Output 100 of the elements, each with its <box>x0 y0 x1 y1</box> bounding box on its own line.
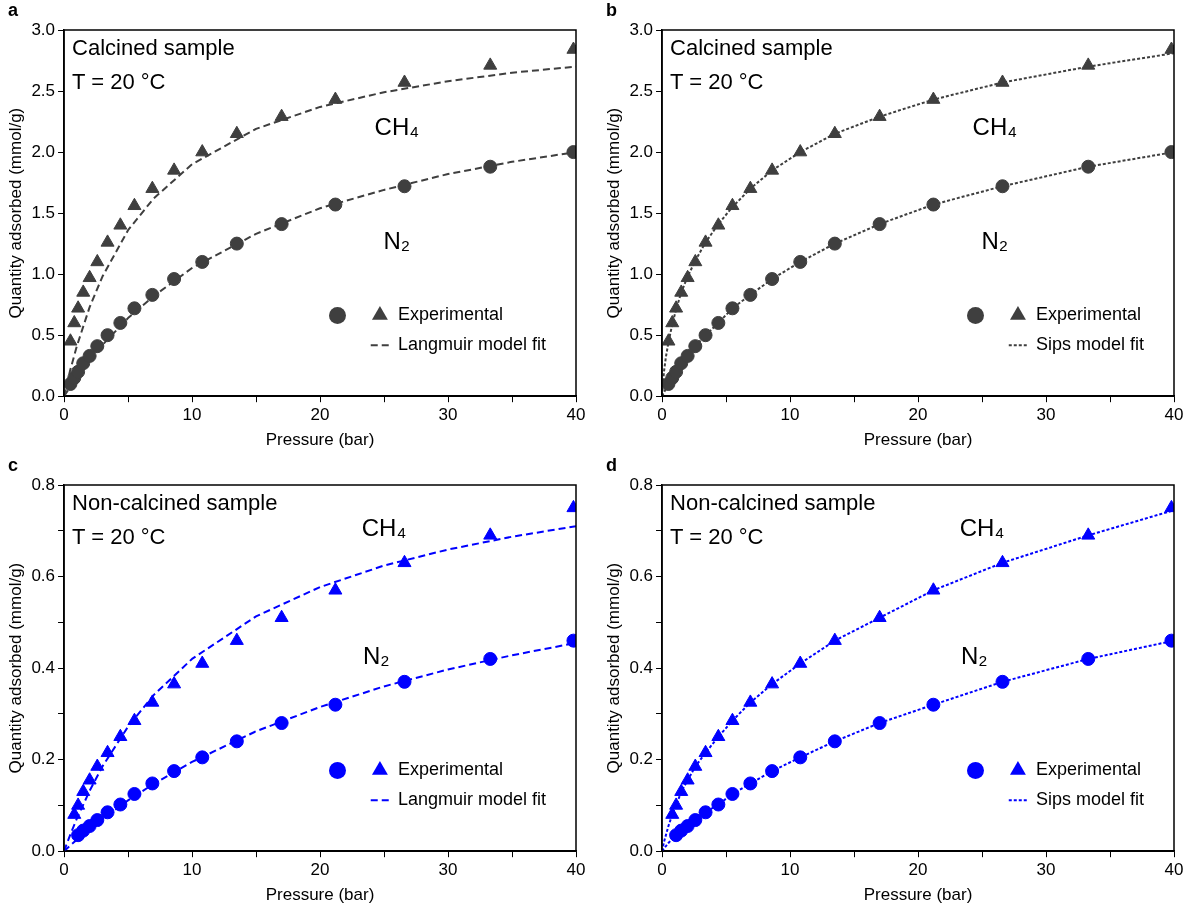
chart-title: c <box>8 454 19 475</box>
point <box>113 797 128 812</box>
point <box>872 217 887 232</box>
point <box>328 697 343 712</box>
annotation: N₂ <box>383 227 411 255</box>
point <box>145 287 160 302</box>
x-tick-label: 0 <box>59 860 69 880</box>
point <box>665 314 680 328</box>
point <box>926 91 941 104</box>
annotation: N₂ <box>981 227 1009 255</box>
legend-label: Langmuir model fit <box>397 789 547 810</box>
y-tick-label: 0.0 <box>629 840 654 860</box>
point <box>793 254 808 269</box>
point <box>397 674 412 689</box>
point <box>1081 651 1096 666</box>
point <box>926 197 941 212</box>
point <box>229 632 244 645</box>
point <box>113 217 128 230</box>
point <box>195 144 210 157</box>
annotation: CH₄ <box>361 513 407 541</box>
point <box>711 217 726 230</box>
point <box>669 797 684 810</box>
legend-label: Experimental <box>1035 304 1141 325</box>
y-tick-label: 0.5 <box>629 324 654 344</box>
point <box>397 554 412 568</box>
point <box>793 144 808 157</box>
point <box>662 333 676 346</box>
point <box>167 764 182 779</box>
point <box>229 125 244 139</box>
y-axis-title: Quantity adsorbed (mmol/g) <box>5 562 25 774</box>
point <box>995 179 1010 194</box>
x-tick-label: 30 <box>438 405 458 425</box>
point <box>926 697 941 712</box>
point <box>195 254 210 269</box>
point <box>680 269 695 283</box>
annotation: T = 20 °C <box>670 524 764 550</box>
point <box>698 234 713 247</box>
y-tick-label: 0.6 <box>629 566 654 586</box>
annotation: Non-calcined sample <box>670 490 876 516</box>
y-tick-label: 0.0 <box>31 840 56 860</box>
point <box>1081 57 1096 70</box>
y-tick-label: 0.2 <box>629 749 654 769</box>
chart-title: b <box>606 0 617 20</box>
point <box>274 217 289 232</box>
point <box>100 328 115 343</box>
annotation: T = 20 °C <box>72 524 166 550</box>
y-tick-label: 0.2 <box>31 749 56 769</box>
x-axis-title: Pressure (bar) <box>265 430 375 450</box>
point <box>76 783 91 796</box>
point <box>145 694 160 707</box>
point <box>765 162 780 175</box>
point <box>67 314 82 328</box>
point <box>711 797 726 812</box>
x-tick-label: 40 <box>1164 860 1184 880</box>
point <box>397 179 412 194</box>
x-tick-label: 10 <box>182 860 202 880</box>
point <box>698 744 713 758</box>
point <box>827 632 842 645</box>
point <box>827 734 842 749</box>
y-tick-label: 2.5 <box>629 80 654 100</box>
y-tick-label: 0.0 <box>629 385 654 405</box>
point <box>743 287 758 302</box>
point <box>229 734 244 749</box>
point <box>688 758 703 771</box>
point <box>688 813 703 828</box>
point <box>793 750 808 765</box>
y-tick-label: 3.0 <box>629 19 654 39</box>
chart-title: d <box>606 454 617 475</box>
point <box>100 234 115 247</box>
legend-label: Experimental <box>397 304 503 325</box>
y-tick-label: 0.8 <box>629 474 654 494</box>
y-tick-label: 2.5 <box>31 80 56 100</box>
x-tick-label: 20 <box>310 860 330 880</box>
annotation: CH₄ <box>972 113 1018 141</box>
point <box>872 716 887 731</box>
y-tick-label: 1.0 <box>629 263 654 283</box>
point <box>82 348 97 363</box>
point <box>127 786 142 801</box>
x-axis-title: Pressure (bar) <box>863 430 973 450</box>
point <box>743 776 758 791</box>
point <box>926 582 941 595</box>
x-tick-label: 40 <box>566 860 586 880</box>
y-tick-label: 0.5 <box>31 324 56 344</box>
x-tick-label: 20 <box>908 860 928 880</box>
annotation: T = 20 °C <box>72 69 166 95</box>
point <box>71 300 86 313</box>
point <box>82 772 97 785</box>
point <box>483 159 498 174</box>
point <box>167 272 182 287</box>
point <box>127 712 142 725</box>
legend-label: Experimental <box>397 759 503 780</box>
point <box>90 758 105 771</box>
point <box>680 348 695 363</box>
legend-label: Langmuir model fit <box>397 334 547 355</box>
y-axis-title: Quantity adsorbed (mmol/g) <box>5 107 25 319</box>
chart-title: a <box>8 0 19 20</box>
point <box>195 750 210 765</box>
y-tick-label: 3.0 <box>31 19 56 39</box>
point <box>1081 159 1096 174</box>
y-tick-label: 1.5 <box>31 202 56 222</box>
